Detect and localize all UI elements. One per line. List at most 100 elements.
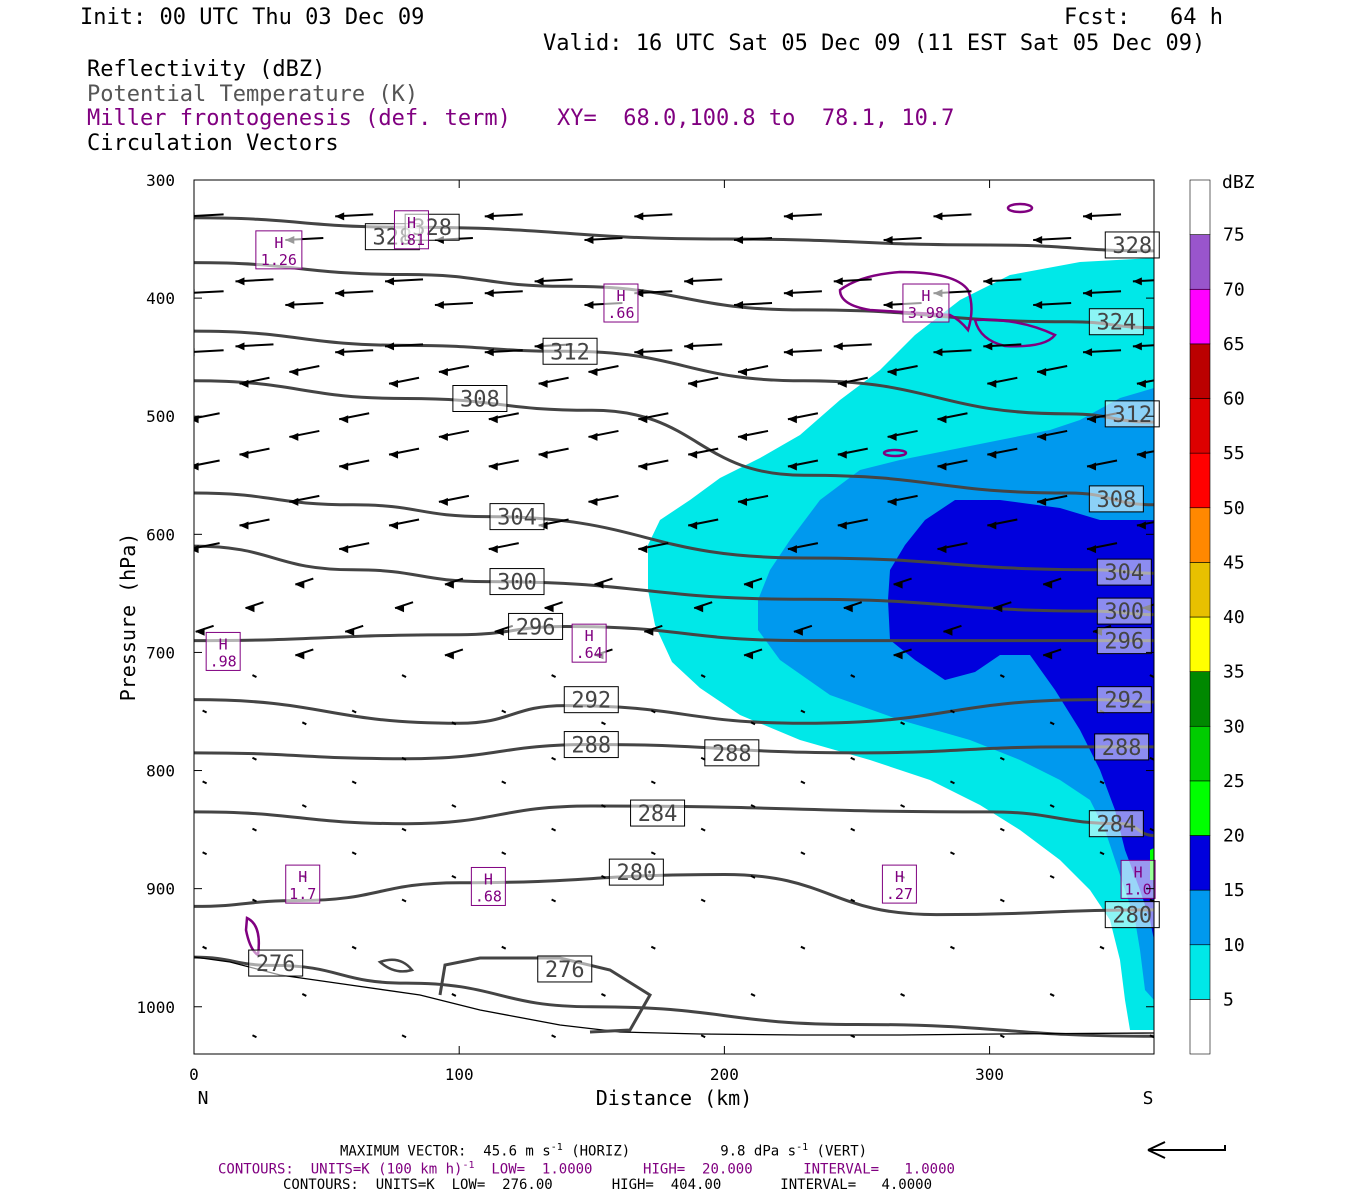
colorbar-swatch — [1189, 889, 1211, 946]
vector-arrow — [338, 542, 370, 554]
vector-arrow — [335, 348, 374, 357]
vector-arrow — [351, 851, 357, 856]
vector-arrow — [700, 674, 706, 678]
colorbar-tick-label: 55 — [1223, 443, 1245, 464]
vector-arrow — [937, 459, 968, 471]
vector-arrow — [783, 348, 822, 357]
fronto-high-label: H — [585, 627, 594, 645]
vector-arrow — [800, 709, 806, 714]
vector-arrow — [837, 518, 868, 530]
vector-arrow — [643, 624, 663, 636]
vector-arrow — [1082, 289, 1122, 298]
theta-label-280: 280 — [1104, 901, 1160, 929]
fronto-contour-main — [838, 270, 973, 333]
vector-arrow — [900, 721, 906, 726]
vector-arrow — [893, 577, 912, 589]
theta-label-300: 300 — [1096, 597, 1152, 625]
vector-arrow — [301, 804, 307, 808]
vector-arrow — [1036, 494, 1068, 506]
vector-arrow — [501, 945, 507, 950]
fronto-contour-surface — [244, 916, 261, 958]
vector-arrow — [501, 709, 507, 714]
vector-arrow — [1042, 577, 1062, 589]
vector-arrow — [737, 494, 769, 506]
y-tick-label: 900 — [146, 880, 175, 899]
vector-arrow — [1042, 648, 1062, 660]
vector-arrow — [992, 601, 1012, 613]
colorbar-swatch — [1189, 179, 1211, 235]
vector-arrow — [195, 624, 214, 636]
vector-arrow — [1136, 379, 1154, 388]
vector-arrow — [950, 780, 955, 785]
vector-arrow — [684, 277, 723, 286]
fronto-high-value: .27 — [886, 885, 913, 903]
vector-arrow — [501, 851, 507, 856]
vector-arrow — [800, 851, 806, 856]
colorbar-swatch — [1189, 999, 1211, 1055]
vector-arrow — [488, 542, 519, 554]
vector-arrow — [588, 429, 619, 441]
theta-label-text: 284 — [638, 802, 678, 827]
vector-arrow — [684, 342, 723, 351]
y-tick-label: 1000 — [136, 998, 175, 1017]
fronto-high-label: H — [484, 870, 493, 888]
vector-arrow — [1149, 898, 1154, 903]
vector-arrow — [301, 721, 307, 726]
colorbar-swatch — [1189, 288, 1211, 345]
vector-arrow — [950, 709, 955, 714]
vector-arrow — [843, 601, 863, 613]
colorbar-swatch — [1189, 343, 1211, 399]
colorbar-tick-label: 40 — [1223, 607, 1245, 628]
theta-contour-288 — [194, 743, 1154, 761]
colorbar-tick-label: 35 — [1223, 662, 1245, 683]
vector-arrow — [401, 756, 407, 761]
theta-label-276: 276 — [248, 949, 304, 977]
theta-label-text: 292 — [1104, 689, 1144, 714]
vector-arrow — [384, 342, 424, 351]
vector-arrow — [484, 348, 523, 357]
vector-arrow — [388, 447, 420, 459]
vector-arrow — [900, 804, 906, 808]
vector-arrow — [252, 756, 257, 761]
fronto-high-marker: H3.98 — [902, 283, 950, 323]
vector-arrow — [551, 827, 557, 832]
colorbar-swatch — [1189, 562, 1211, 618]
theta-contour-296 — [194, 624, 1154, 643]
fronto-high-marker: H.98 — [205, 631, 241, 671]
vector-arrow — [551, 898, 557, 903]
vector-arrow — [933, 212, 972, 221]
vector-arrow — [883, 236, 922, 245]
colorbar-tick-label: 65 — [1223, 334, 1245, 355]
colorbar-unit: dBZ — [1222, 172, 1255, 193]
fronto-contour-top — [1006, 202, 1034, 214]
field-potential-temperature: Potential Temperature (K) — [87, 82, 419, 107]
vector-arrow — [239, 518, 270, 530]
theta-label-308: 308 — [1088, 485, 1144, 513]
fronto-high-value: .66 — [607, 304, 634, 322]
vector-arrow — [438, 494, 470, 506]
vector-arrow — [687, 447, 719, 459]
vector-arrow — [850, 756, 856, 761]
theta-contour-292 — [194, 698, 1154, 725]
vector-arrow — [943, 624, 962, 636]
vector-arrow — [351, 780, 357, 785]
colorbar-tick-label: 30 — [1223, 716, 1245, 737]
theta-label-312: 312 — [1104, 400, 1160, 428]
vector-arrow — [1086, 459, 1118, 471]
vector-arrow — [351, 709, 357, 714]
vector-arrow — [937, 412, 968, 424]
vector-arrow — [1082, 212, 1122, 221]
fronto-high-label: H — [921, 287, 930, 305]
vector-arrow — [235, 342, 274, 351]
fronto-high-value: 1.7 — [289, 885, 316, 903]
vector-arrow — [750, 804, 756, 808]
vector-arrow — [634, 289, 673, 298]
theta-label-text: 308 — [1096, 488, 1136, 513]
y-tick-label: 300 — [146, 171, 175, 190]
vector-arrow — [601, 874, 606, 879]
vector-arrow — [887, 429, 918, 441]
vector-arrow — [594, 577, 613, 589]
vector-arrow — [551, 674, 557, 678]
vector-arrow — [202, 780, 208, 785]
